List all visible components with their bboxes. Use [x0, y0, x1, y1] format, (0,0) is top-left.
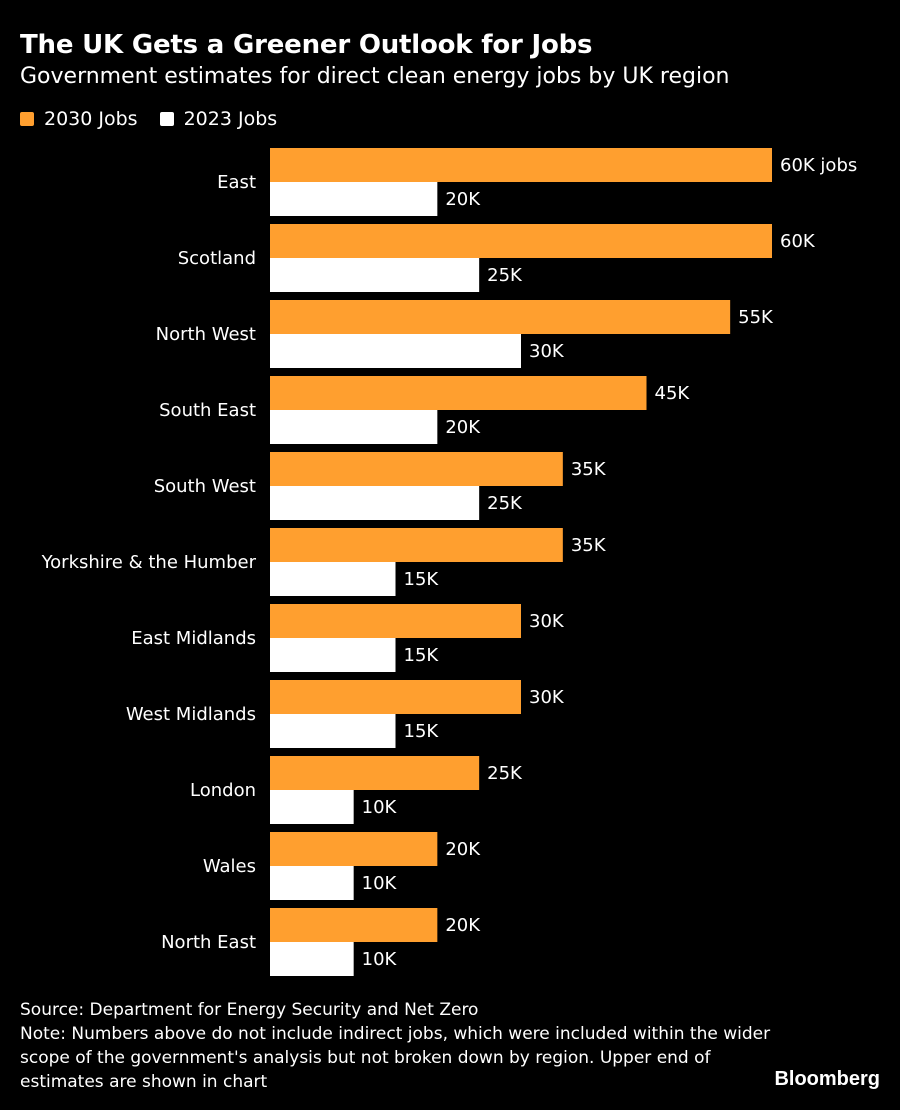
data-label-2030-jobs-west-midlands: 30K [529, 687, 565, 708]
category-label-west-midlands: West Midlands [126, 704, 256, 725]
bar-2030-jobs-south-west [270, 452, 563, 486]
data-label-2023-jobs-south-east: 20K [445, 417, 481, 438]
bar-2030-jobs-east [270, 148, 772, 182]
data-label-2023-jobs-yorkshire-and-the-humber: 15K [404, 569, 440, 590]
bloomberg-logo: Bloomberg [774, 1068, 880, 1090]
methodology-note: Note: Numbers above do not include indir… [20, 1024, 771, 1092]
legend-label-2023: 2023 Jobs [183, 108, 278, 130]
data-label-2030-jobs-east-midlands: 30K [529, 611, 565, 632]
data-label-2023-jobs-wales: 10K [362, 873, 398, 894]
legend-label-2030: 2030 Jobs [44, 108, 138, 130]
bar-2030-jobs-north-east [270, 908, 438, 942]
data-label-2030-jobs-north-west: 55K [738, 307, 774, 328]
category-label-north-east: North East [161, 932, 256, 953]
data-label-2030-jobs-south-east: 45K [655, 383, 691, 404]
bar-2030-jobs-london [270, 756, 480, 790]
legend: 2030 Jobs 2023 Jobs [20, 108, 299, 130]
category-label-north-west: North West [156, 324, 256, 345]
data-label-2023-jobs-london: 10K [362, 797, 398, 818]
footer: Source: Department for Energy Security a… [20, 998, 780, 1094]
legend-item-2030: 2030 Jobs [20, 108, 138, 130]
chart-subtitle: Government estimates for direct clean en… [20, 64, 730, 89]
data-label-2023-jobs-north-east: 10K [362, 949, 398, 970]
source-note: Source: Department for Energy Security a… [20, 1000, 479, 1020]
data-label-2023-jobs-north-west: 30K [529, 341, 565, 362]
bar-2023-jobs-yorkshire-and-the-humber [270, 562, 396, 596]
bar-2023-jobs-south-east [270, 410, 438, 444]
category-label-south-east: South East [159, 400, 256, 421]
data-label-2030-jobs-london: 25K [487, 763, 523, 784]
data-label-2030-jobs-east: 60K jobs [780, 155, 857, 176]
legend-swatch-2023 [159, 112, 174, 126]
category-label-london: London [190, 780, 256, 801]
bar-2030-jobs-wales [270, 832, 438, 866]
bar-2030-jobs-west-midlands [270, 680, 521, 714]
bar-2030-jobs-north-west [270, 300, 731, 334]
bar-2023-jobs-wales [270, 866, 354, 900]
category-label-yorkshire-and-the-humber: Yorkshire & the Humber [41, 552, 257, 573]
category-label-east-midlands: East Midlands [131, 628, 256, 649]
bar-2023-jobs-north-east [270, 942, 354, 976]
data-label-2030-jobs-scotland: 60K [780, 231, 816, 252]
bar-2023-jobs-east [270, 182, 438, 216]
bar-2023-jobs-west-midlands [270, 714, 396, 748]
category-label-south-west: South West [154, 476, 256, 497]
category-label-east: East [217, 172, 256, 193]
data-label-2023-jobs-south-west: 25K [487, 493, 523, 514]
bar-chart: East 60K jobs 20K Scotland 60K 25K North West 5… [41, 148, 857, 976]
bar-2023-jobs-south-west [270, 486, 480, 520]
bar-2023-jobs-london [270, 790, 354, 824]
bar-2023-jobs-scotland [270, 258, 480, 292]
data-label-2023-jobs-scotland: 25K [487, 265, 523, 286]
data-label-2023-jobs-east-midlands: 15K [404, 645, 440, 666]
data-label-2023-jobs-west-midlands: 15K [404, 721, 440, 742]
bar-2023-jobs-east-midlands [270, 638, 396, 672]
data-label-2030-jobs-south-west: 35K [571, 459, 607, 480]
data-label-2030-jobs-yorkshire-and-the-humber: 35K [571, 535, 607, 556]
data-label-2030-jobs-north-east: 20K [445, 915, 481, 936]
bar-2030-jobs-south-east [270, 376, 647, 410]
legend-swatch-2030 [20, 112, 34, 126]
chart-title: The UK Gets a Greener Outlook for Jobs [20, 30, 593, 60]
bar-2030-jobs-yorkshire-and-the-humber [270, 528, 563, 562]
data-label-2030-jobs-wales: 20K [445, 839, 481, 860]
bar-2023-jobs-north-west [270, 334, 521, 368]
legend-item-2023: 2023 Jobs [159, 108, 278, 130]
data-label-2023-jobs-east: 20K [445, 189, 481, 210]
bar-2030-jobs-east-midlands [270, 604, 521, 638]
bar-2030-jobs-scotland [270, 224, 772, 258]
category-label-scotland: Scotland [178, 248, 256, 269]
category-label-wales: Wales [203, 856, 256, 877]
